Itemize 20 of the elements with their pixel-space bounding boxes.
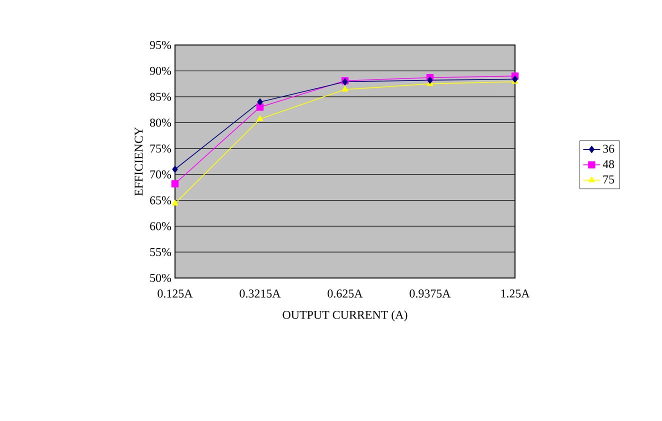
- x-tick-label: 1.25A: [501, 290, 530, 298]
- x-tick-label: 0.625A: [328, 290, 363, 298]
- y-tick-label: 85%: [150, 92, 172, 101]
- x-tick-label: 0.125A: [158, 290, 193, 298]
- legend-label: 36: [603, 144, 614, 153]
- legend-label: 75: [603, 176, 614, 184]
- y-tick-label: 90%: [150, 66, 172, 75]
- y-tick-label: 50%: [150, 274, 172, 282]
- y-tick-label: 65%: [150, 196, 172, 204]
- y-tick-label: 55%: [150, 248, 172, 256]
- x-axis-title: OUTPUT CURRENT (A): [282, 310, 408, 322]
- y-tick-label: 60%: [150, 222, 172, 230]
- x-tick-label: 0.9375A: [410, 290, 451, 298]
- y-axis-title: EFFICIENCY: [134, 127, 143, 196]
- x-tick-label: 0.3215A: [240, 290, 281, 298]
- y-tick-label: 80%: [150, 118, 172, 127]
- y-tick-label: 95%: [150, 40, 172, 50]
- y-tick-label: 70%: [150, 170, 172, 178]
- legend-label: 48: [602, 160, 614, 168]
- y-tick-label: 75%: [150, 144, 172, 153]
